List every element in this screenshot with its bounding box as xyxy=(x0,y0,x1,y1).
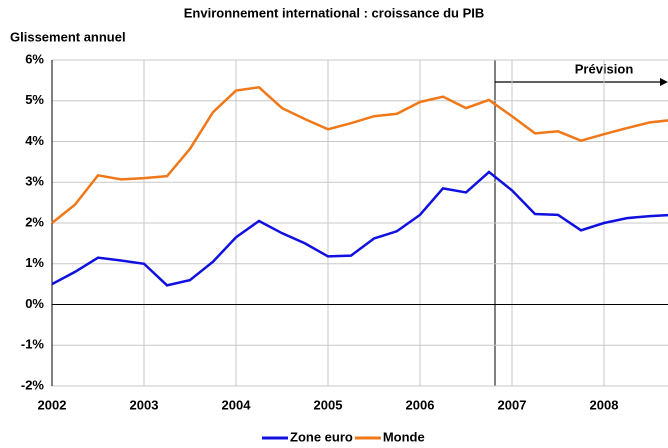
y-tick-label: 2% xyxy=(25,214,44,229)
legend-label: Monde xyxy=(383,429,425,444)
chart-title: Environnement international : croissance… xyxy=(184,5,485,20)
y-axis-label: Glissement annuel xyxy=(10,29,126,44)
series-line xyxy=(51,170,668,287)
x-tick-label: 2005 xyxy=(314,397,343,412)
arrow-head xyxy=(660,78,668,86)
y-tick-label: 4% xyxy=(25,133,44,148)
y-tick-label: 3% xyxy=(25,174,44,189)
x-tick-label: 2008 xyxy=(590,397,619,412)
y-tick-label: -1% xyxy=(21,337,45,352)
y-tick-label: -2% xyxy=(21,377,45,392)
y-tick-label: 6% xyxy=(25,51,44,66)
y-tick-label: 5% xyxy=(25,92,44,107)
x-tick-label: 2002 xyxy=(38,397,67,412)
x-tick-label: 2007 xyxy=(498,397,527,412)
y-tick-label: 1% xyxy=(25,255,44,270)
legend-label: Zone euro xyxy=(290,429,353,444)
x-tick-label: 2003 xyxy=(130,397,159,412)
series-line xyxy=(51,85,668,224)
x-tick-label: 2004 xyxy=(222,397,252,412)
y-tick-label: 0% xyxy=(25,296,44,311)
x-tick-label: 2006 xyxy=(406,397,435,412)
